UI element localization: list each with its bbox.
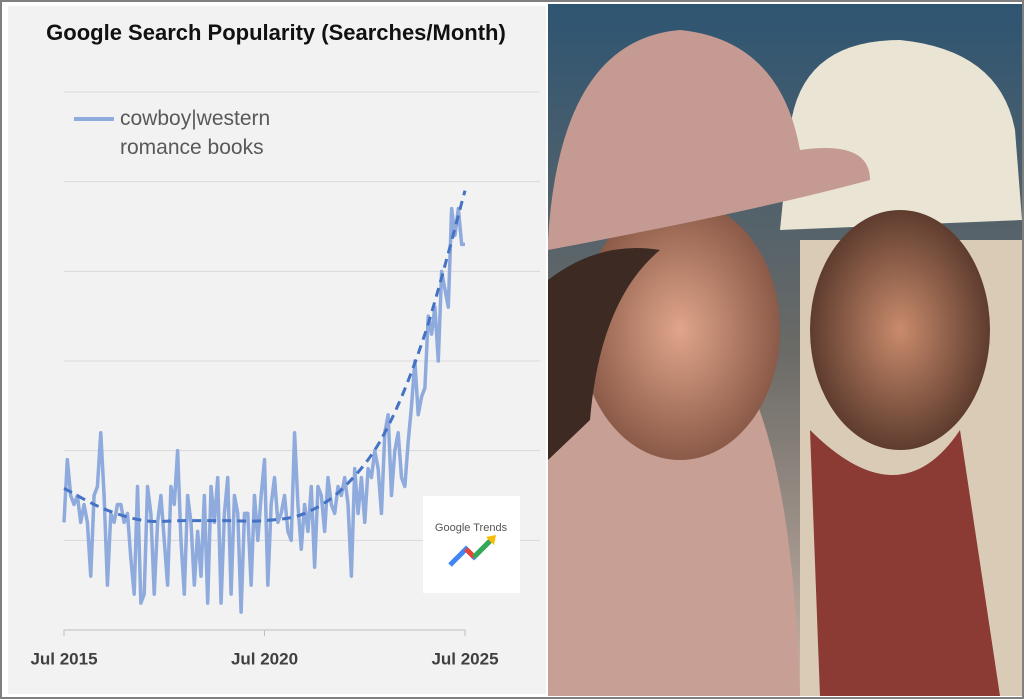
photo (548, 4, 1022, 696)
x-tick-label: Jul 2020 (231, 649, 298, 668)
logo-text: Google Trends (435, 522, 508, 534)
logo: Google Trends (423, 496, 520, 593)
legend-label: cowboy|western romance books (120, 107, 271, 159)
chart-title: Google Search Popularity (Searches/Month… (46, 20, 506, 45)
data-line (62, 206, 465, 614)
x-tick-label: Jul 2015 (30, 649, 97, 668)
trend-line (63, 190, 467, 523)
x-tick-label: Jul 2025 (431, 649, 498, 668)
